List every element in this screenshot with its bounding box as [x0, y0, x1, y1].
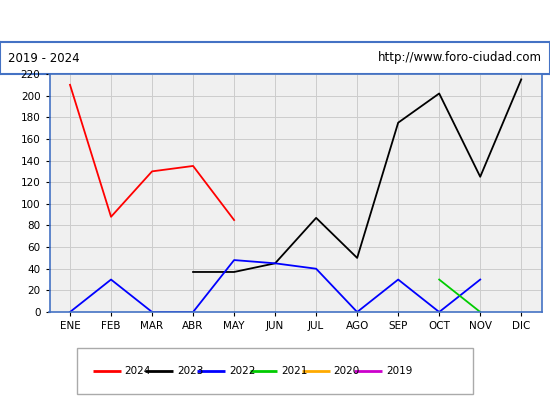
- Text: 2021: 2021: [282, 366, 307, 376]
- Text: 2019 - 2024: 2019 - 2024: [8, 52, 80, 64]
- Text: 2024: 2024: [124, 366, 151, 376]
- Text: 2022: 2022: [229, 366, 255, 376]
- FancyBboxPatch shape: [77, 348, 473, 394]
- Text: 2020: 2020: [334, 366, 360, 376]
- Text: http://www.foro-ciudad.com: http://www.foro-ciudad.com: [378, 52, 542, 64]
- Text: 2019: 2019: [386, 366, 412, 376]
- Text: Evolucion Nº Turistas Extranjeros en el municipio de Mucientes: Evolucion Nº Turistas Extranjeros en el …: [65, 14, 485, 28]
- Text: 2023: 2023: [177, 366, 203, 376]
